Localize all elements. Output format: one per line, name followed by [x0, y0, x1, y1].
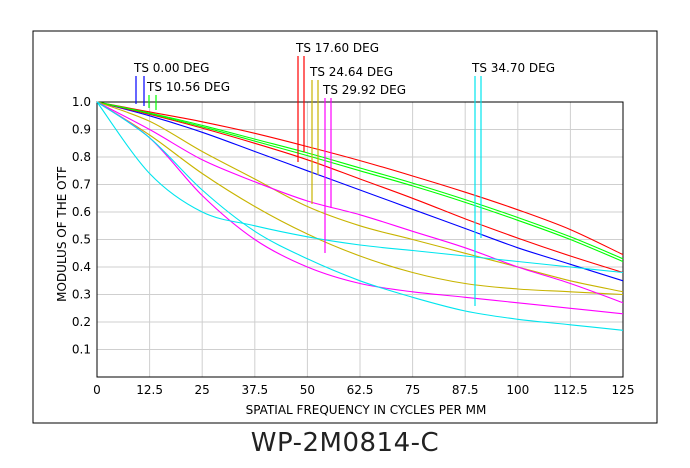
series-line-5	[96, 101, 624, 293]
y-tick-label: 0.5	[72, 233, 91, 247]
plot-frame	[96, 101, 624, 378]
y-tick-label: 0.9	[72, 123, 91, 137]
x-tick-label: 50	[300, 383, 315, 397]
annotation-label: TS 29.92 DEG	[322, 83, 406, 97]
series-group	[96, 101, 624, 331]
x-ticks-group: 0 12.5 25 37.5 50 62.5 75 87.5 100 112.5 125	[93, 383, 634, 397]
annotation-label: TS 34.70 DEG	[471, 61, 555, 75]
x-tick-label: 25	[195, 383, 210, 397]
series-line-8	[96, 101, 624, 315]
annotation-label: TS 0.00 DEG	[133, 61, 209, 75]
y-tick-label: 0.3	[72, 288, 91, 302]
series-line-10	[96, 101, 624, 274]
series-line-0	[96, 101, 624, 282]
grid	[97, 102, 623, 377]
x-tick-label: 0	[93, 383, 101, 397]
x-axis-label: SPATIAL FREQUENCY IN CYCLES PER MM	[246, 403, 487, 417]
series-line-6	[96, 101, 624, 296]
y-ticks-group: 0.1 0.2 0.3 0.4 0.5 0.6 0.7 0.8 0.9 1.0	[72, 95, 91, 357]
series-line-7	[96, 101, 624, 304]
annotation-label: TS 24.64 DEG	[309, 65, 393, 79]
series-line-3	[96, 101, 624, 260]
x-tick-label: 62.5	[347, 383, 374, 397]
annotation-label: TS 10.56 DEG	[146, 80, 230, 94]
series-line-4	[96, 101, 624, 263]
series-line-2	[96, 101, 624, 274]
mtf-chart: TS 0.00 DEG TS 10.56 DEG TS 17.60 DEG TS 24…	[32, 30, 658, 424]
y-tick-label: 0.4	[72, 260, 91, 274]
y-tick-label: 0.1	[72, 343, 91, 357]
series-line-1	[96, 101, 624, 256]
y-tick-label: 0.2	[72, 315, 91, 329]
x-tick-label: 125	[612, 383, 635, 397]
y-tick-label: 0.8	[72, 150, 91, 164]
annotations-group: TS 0.00 DEG TS 10.56 DEG TS 17.60 DEG TS 24…	[133, 41, 555, 306]
annotation-label: TS 17.60 DEG	[295, 41, 379, 55]
x-tick-label: 100	[506, 383, 529, 397]
x-tick-label: 75	[405, 383, 420, 397]
x-tick-label: 37.5	[241, 383, 268, 397]
outer-frame	[32, 30, 658, 424]
lens-model-caption: WP-2M0814-C	[250, 428, 440, 458]
y-tick-label: 0.7	[72, 178, 91, 192]
series-line-9	[96, 101, 624, 331]
y-tick-label: 0.6	[72, 205, 91, 219]
x-tick-label: 87.5	[452, 383, 479, 397]
x-tick-label: 12.5	[136, 383, 163, 397]
x-tick-label: 112.5	[553, 383, 587, 397]
y-axis-label: MODULUS OF THE OTF	[55, 166, 69, 302]
y-tick-label: 1.0	[72, 95, 91, 109]
